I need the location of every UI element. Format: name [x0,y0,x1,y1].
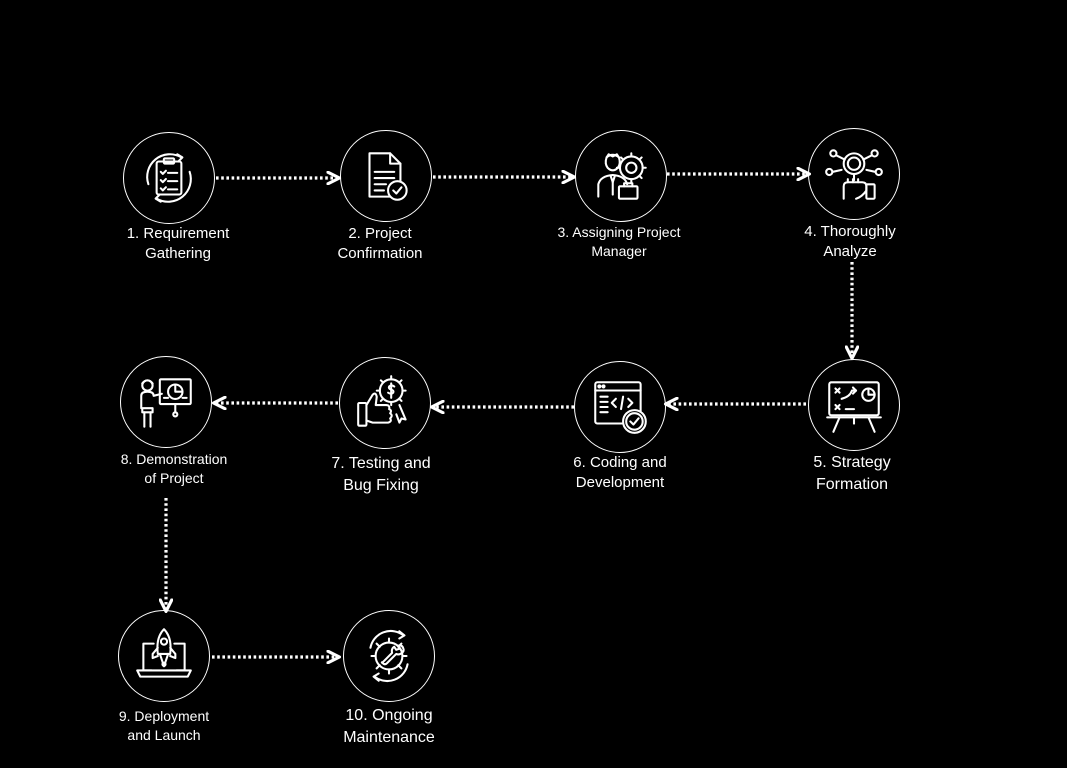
wrench-gear-cycle-icon [369,629,409,683]
manager-gear-icon [597,152,647,200]
step-7-label: 7. Testing and Bug Fixing [331,455,431,494]
step-6-node [574,361,666,453]
strategy-board-icon [826,381,882,433]
step-4-label: 4. Thoroughly Analyze [804,223,896,260]
step-7-node [339,357,431,449]
step-1-label: 1. Requirement Gathering [126,225,230,262]
magnifier-analysis-icon [825,149,883,200]
rocket-laptop-icon [136,628,192,678]
step-5-node [808,359,900,451]
code-window-check-icon [594,381,647,434]
step-6-label: 6. Coding and Development [573,454,667,491]
step-9-node [118,610,210,702]
document-check-icon [368,152,408,201]
presenter-board-icon [140,378,192,428]
step-2-node [340,130,432,222]
step-10-node [343,610,435,702]
step-4-node [808,128,900,220]
step-8-label: 8. Demonstration of Project [120,451,228,486]
step-1-node [123,132,215,224]
step-3-node [575,130,667,222]
step-3-label: 3. Assigning Project Manager [557,224,681,259]
step-9-label: 9. Deployment and Launch [118,708,210,743]
step-5-label: 5. Strategy Formation [813,454,891,493]
clipboard-checklist-icon [146,153,192,203]
step-2-label: 2. Project Confirmation [337,225,423,262]
step-8-node [120,356,212,448]
step-10-label: 10. Ongoing Maintenance [343,707,435,746]
thumbs-up-badge-icon [357,375,407,427]
